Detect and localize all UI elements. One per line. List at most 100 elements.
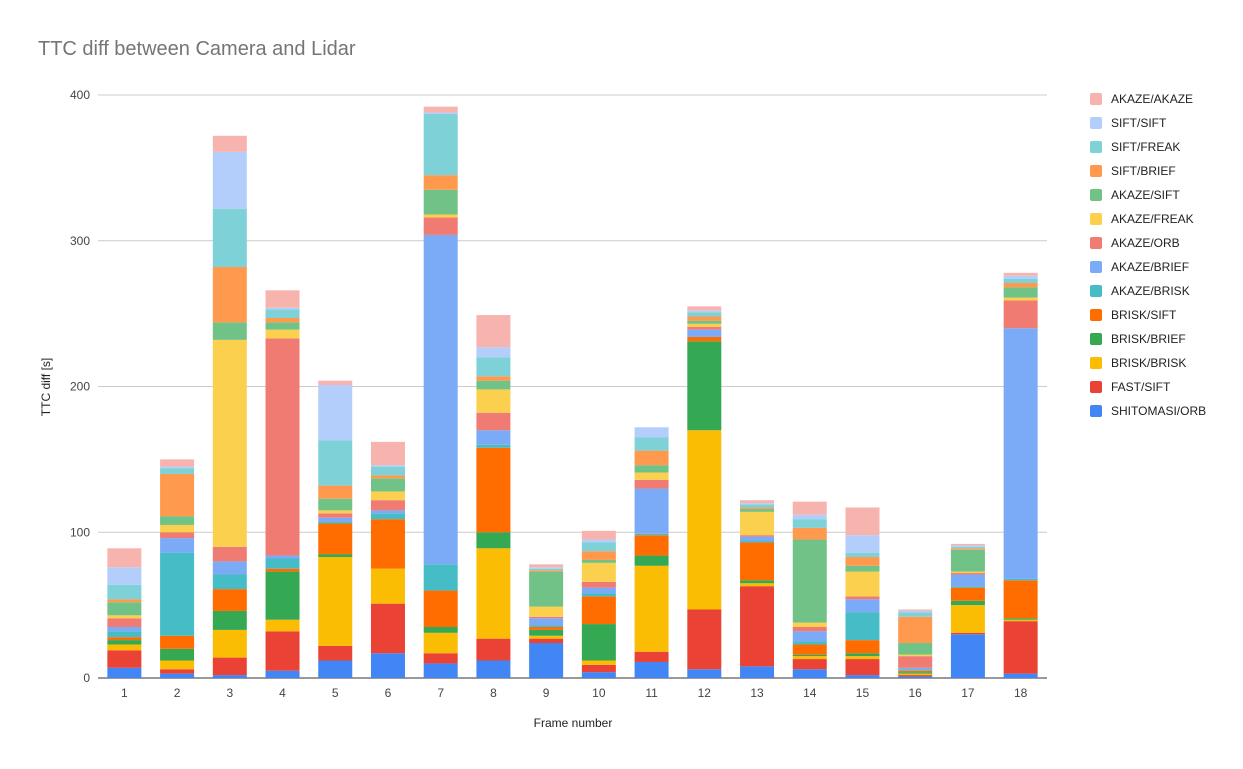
legend-item[interactable]: BRISK/SIFT — [1090, 303, 1240, 327]
bar-segment — [740, 511, 775, 536]
bar-segment — [1003, 621, 1038, 674]
legend-item[interactable]: AKAZE/BRISK — [1090, 279, 1240, 303]
bar-segment — [792, 656, 827, 660]
bar-segment — [581, 539, 616, 543]
bar-segment — [107, 626, 142, 632]
bar-segment — [265, 290, 300, 308]
legend-swatch — [1090, 309, 1102, 321]
bar-segment — [265, 338, 300, 556]
bar-segment — [950, 632, 985, 635]
bar-segment — [792, 514, 827, 520]
bar-segment — [107, 640, 142, 645]
bar-segment — [687, 609, 722, 670]
x-tick-label: 8 — [490, 686, 497, 700]
bar-segment — [634, 565, 669, 652]
bar-segment — [1003, 618, 1038, 620]
x-tick-label: 6 — [385, 686, 392, 700]
bar-stack-frame-12 — [687, 306, 722, 678]
bar-stack-frame-7 — [423, 106, 458, 678]
bar-stack-frame-18 — [1003, 272, 1038, 678]
bar-segment — [423, 189, 458, 215]
legend-label: BRISK/BRIEF — [1111, 332, 1186, 346]
legend-item[interactable]: AKAZE/SIFT — [1090, 183, 1240, 207]
bar-segment — [318, 498, 353, 511]
bar-segment — [265, 568, 300, 572]
bar-segment — [845, 659, 880, 676]
bar-segment — [212, 208, 247, 267]
bar-stack-frame-14 — [792, 501, 827, 678]
legend-swatch — [1090, 213, 1102, 225]
bar-segment — [898, 670, 933, 673]
legend-swatch — [1090, 237, 1102, 249]
bar-segment — [423, 217, 458, 235]
bar-segment — [950, 548, 985, 550]
bar-segment — [423, 106, 458, 113]
bar-segment — [107, 618, 142, 627]
bar-segment — [212, 629, 247, 658]
bar-segment — [1003, 673, 1038, 678]
x-tick-label: 7 — [437, 686, 444, 700]
x-tick-label: 9 — [543, 686, 550, 700]
bar-segment — [423, 626, 458, 633]
bar-stack-frame-1 — [107, 548, 142, 678]
bar-segment — [950, 600, 985, 606]
bar-segment — [476, 357, 511, 377]
legend-swatch — [1090, 357, 1102, 369]
bar-segment — [265, 317, 300, 323]
bar-segment — [634, 555, 669, 566]
bar-segment — [529, 564, 564, 568]
bar-segment — [265, 309, 300, 318]
bar-segment — [634, 472, 669, 480]
bar-segment — [212, 610, 247, 630]
bar-segment — [265, 558, 300, 569]
bar-segment — [265, 307, 300, 310]
bar-segment — [160, 552, 195, 636]
legend-item[interactable]: AKAZE/ORB — [1090, 231, 1240, 255]
legend-item[interactable]: BRISK/BRIEF — [1090, 327, 1240, 351]
bar-segment — [318, 510, 353, 514]
bar-segment — [423, 663, 458, 678]
bar-segment — [107, 650, 142, 668]
bar-stack-frame-17 — [950, 543, 985, 678]
bar-segment — [740, 503, 775, 505]
bar-segment — [634, 651, 669, 662]
x-tick-label: 3 — [226, 686, 233, 700]
legend-item[interactable]: SHITOMASI/ORB — [1090, 399, 1240, 423]
bar-segment — [1003, 619, 1038, 622]
bar-segment — [370, 603, 405, 654]
bar-segment — [845, 612, 880, 641]
bar-segment — [740, 586, 775, 667]
bar-segment — [529, 618, 564, 626]
legend-item[interactable]: SIFT/FREAK — [1090, 135, 1240, 159]
legend-label: SIFT/BRIEF — [1111, 164, 1176, 178]
x-tick-label: 13 — [750, 686, 764, 700]
bar-segment — [898, 672, 933, 674]
bar-segment — [318, 557, 353, 646]
legend-item[interactable]: SIFT/BRIEF — [1090, 159, 1240, 183]
bar-segment — [212, 339, 247, 547]
bar-segment — [1003, 328, 1038, 579]
bar-segment — [318, 554, 353, 558]
legend-item[interactable]: AKAZE/BRIEF — [1090, 255, 1240, 279]
bar-segment — [740, 542, 775, 581]
legend-item[interactable]: BRISK/BRISK — [1090, 351, 1240, 375]
bar-segment — [476, 660, 511, 678]
bar-segment — [950, 574, 985, 587]
bar-segment — [845, 552, 880, 558]
bar-stack-frame-4 — [265, 290, 300, 678]
bar-segment — [792, 622, 827, 627]
bar-segment — [476, 638, 511, 661]
bar-segment — [318, 440, 353, 486]
legend-swatch — [1090, 285, 1102, 297]
x-axis-title: Frame number — [534, 716, 613, 730]
bar-segment — [529, 571, 564, 607]
y-axis-title: TTC diff [s] — [39, 358, 53, 416]
legend-swatch — [1090, 189, 1102, 201]
legend-item[interactable]: FAST/SIFT — [1090, 375, 1240, 399]
legend-item[interactable]: AKAZE/FREAK — [1090, 207, 1240, 231]
bar-segment — [265, 571, 300, 620]
bar-segment — [845, 565, 880, 572]
legend-item[interactable]: AKAZE/AKAZE — [1090, 87, 1240, 111]
legend-item[interactable]: SIFT/SIFT — [1090, 111, 1240, 135]
bar-segment — [740, 507, 775, 509]
